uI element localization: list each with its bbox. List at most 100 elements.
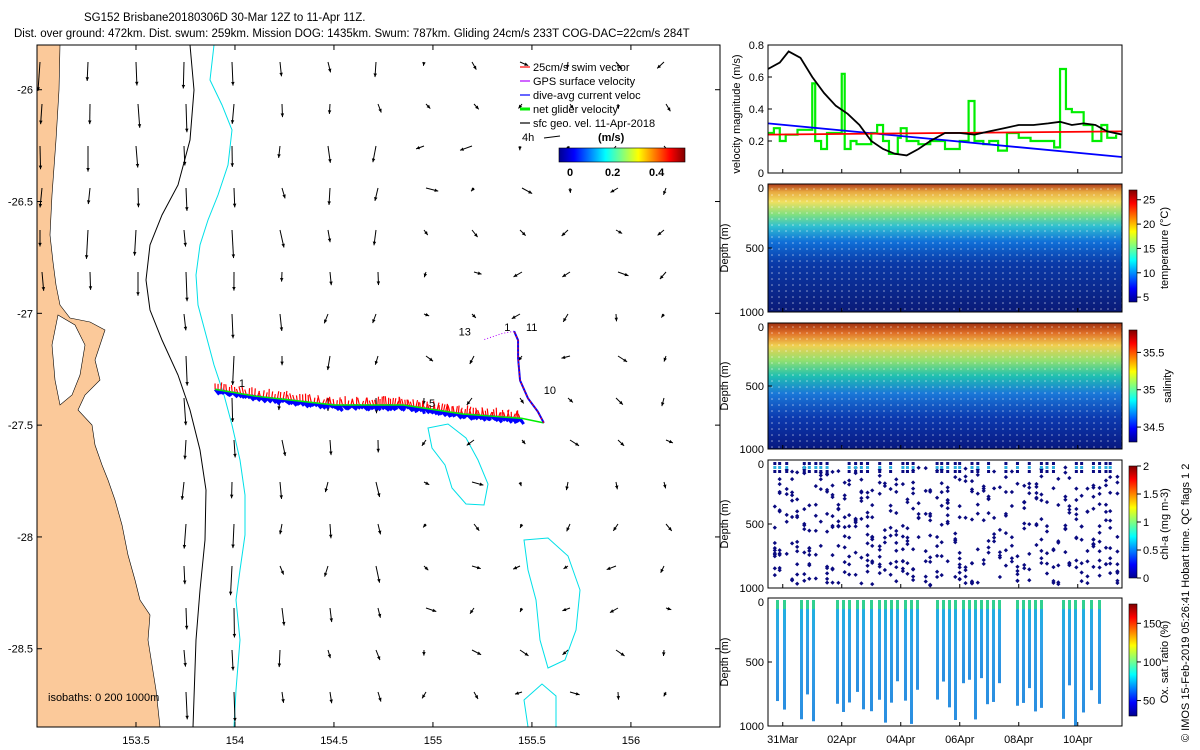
sfc-velocity-arrowhead (135, 163, 140, 168)
chla-sample (939, 489, 944, 495)
dac-vector (372, 404, 379, 411)
sfc-velocity-arrowhead (279, 72, 283, 77)
chla-sample (923, 466, 928, 471)
chla-surface-sample (970, 470, 974, 473)
chla-sample (859, 516, 864, 521)
oxygen-profile (916, 600, 919, 690)
legend-gps-velocity: GPS surface velocity (533, 76, 636, 88)
chla-surface-sample (1080, 462, 1084, 465)
sfc-velocity-arrowhead (371, 158, 376, 163)
chla-surface-sample (889, 462, 893, 465)
dac-vector (512, 417, 518, 424)
colorbar-title: (m/s) (598, 132, 625, 144)
oxygen-surface-high (1090, 600, 1093, 609)
oxygen-surface-high (856, 600, 859, 609)
oxygen-surface-high (848, 600, 851, 609)
oxygen-profile (856, 600, 859, 692)
chla-sample (877, 570, 882, 576)
sfc-velocity-arrowhead (88, 120, 92, 125)
colorbar-tick-label: 0.5 (1143, 545, 1158, 557)
chla-surface-sample (1091, 462, 1095, 465)
oxygen-profile (942, 600, 945, 682)
chla-sample (807, 528, 812, 533)
dac-vector (338, 404, 344, 412)
sfc-velocity-arrowhead (232, 287, 236, 291)
chla-sample (824, 487, 830, 493)
chla-sample (1097, 573, 1102, 578)
swim-vector (230, 385, 233, 393)
chla-sample (957, 565, 962, 570)
coastline-land (37, 45, 161, 727)
chla-sample (1103, 545, 1109, 550)
chla-sample (824, 580, 830, 585)
swim-vector (468, 408, 472, 415)
chla-sample (772, 525, 777, 530)
chla-sample (894, 579, 899, 584)
chla-sample (888, 486, 893, 492)
chla-surface-sample (814, 470, 818, 473)
chla-panel: Depth (m) chl-a (mg m-3) (719, 459, 1171, 589)
chla-sample (1091, 494, 1096, 499)
chla-sample (842, 515, 847, 520)
chla-sample (991, 515, 997, 521)
time-axis-label: 31Mar (767, 734, 799, 746)
chla-surface-sample (1098, 470, 1102, 473)
swim-vector (455, 406, 458, 414)
chla-sample (905, 497, 910, 502)
track-day-label: 10 (544, 385, 556, 397)
chla-sample (847, 554, 852, 559)
chla-sample (795, 509, 800, 514)
dac-vector (399, 404, 406, 411)
sfc-velocity-arrowhead (623, 358, 628, 362)
chla-sample (882, 535, 888, 540)
sfc-velocity-arrowhead (329, 699, 333, 704)
swim-vector (415, 399, 419, 408)
chla-sample (802, 526, 807, 532)
chla-sample (824, 571, 830, 576)
sfc-velocity-arrowhead (279, 495, 283, 499)
chla-sample (986, 494, 991, 499)
sfc-velocity-arrowhead (668, 439, 673, 444)
chla-sample (1044, 571, 1050, 576)
dac-vector (385, 403, 393, 412)
sfc-velocity-arrowhead (426, 104, 431, 109)
sfc-velocity-arrowhead (182, 161, 187, 166)
sfc-velocity-arrowhead (575, 692, 580, 696)
swim-vector (457, 405, 460, 414)
oxygen-surface-high (1028, 600, 1031, 609)
sfc-velocity-arrowhead (38, 242, 42, 247)
sfc-velocity-arrowhead (281, 243, 285, 248)
chla-surface-sample (935, 462, 939, 465)
chla-sample (1051, 565, 1056, 570)
chla-sample (1079, 524, 1084, 529)
chla-sample (870, 581, 875, 587)
sfc-velocity-arrowhead (663, 190, 667, 195)
sfc-velocity-arrowhead (378, 108, 382, 113)
chla-sample (888, 508, 893, 514)
sfc-velocity-arrowhead (432, 608, 437, 612)
chla-surface-sample (940, 470, 944, 473)
chla-sample (865, 514, 870, 520)
dac-vector (369, 404, 375, 411)
sfc-velocity-arrowhead (518, 482, 522, 487)
chla-surface-sample (958, 462, 962, 465)
chla-sample (1067, 562, 1072, 568)
chla-sample (963, 565, 968, 570)
chla-surface-sample (935, 466, 939, 469)
swim-vector (371, 399, 375, 406)
profile-ytick-label: 1000 (740, 307, 764, 319)
oxygen-surface-high (904, 600, 907, 609)
chla-sample (1039, 556, 1044, 561)
chla-sample (777, 565, 782, 571)
sfc-velocity-arrowhead (569, 104, 574, 109)
sfc-velocity-arrowhead (230, 120, 235, 124)
oxygen-surface-high (954, 600, 957, 609)
sfc-velocity-vector (230, 565, 233, 596)
chla-sample (777, 508, 782, 513)
oxygen-surface-high (776, 600, 779, 609)
sfc-velocity-arrowhead (230, 418, 235, 423)
chla-sample (836, 580, 841, 585)
chla-surface-sample (1045, 462, 1049, 465)
chla-sample (1039, 498, 1044, 503)
chla-sample (1009, 535, 1015, 540)
